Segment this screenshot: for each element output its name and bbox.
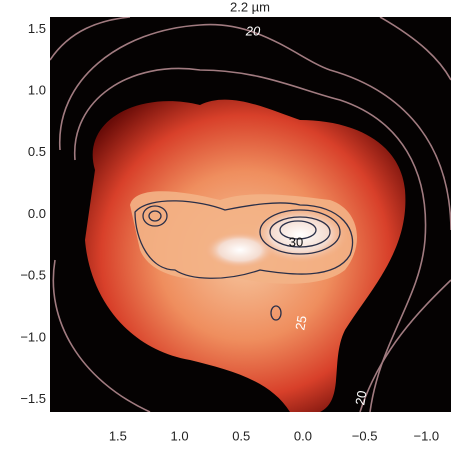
x-tick-label: 1.0 [171,428,189,443]
x-tick-label: 0.5 [232,428,250,443]
contour-label: 30 [289,234,303,249]
y-tick-label: 1.0 [28,83,46,98]
chart-title: 2.2 µm [230,0,270,14]
y-tick-label: −1.5 [20,391,46,406]
y-tick-label: −1.0 [20,329,46,344]
y-tick-label: 0.0 [28,206,46,221]
contour-label: 25 [292,314,309,331]
y-tick-label: −0.5 [20,268,46,283]
x-tick-label: −0.5 [352,428,378,443]
y-tick-label: 1.5 [28,21,46,36]
image [50,17,451,412]
contour-label: 20 [352,389,369,406]
contour-label: 20 [245,23,261,38]
x-tick-label: −1.0 [413,428,439,443]
y-tick-label: 0.5 [28,144,46,159]
x-tick-label: 1.5 [109,428,127,443]
x-tick-label: 0.0 [294,428,312,443]
